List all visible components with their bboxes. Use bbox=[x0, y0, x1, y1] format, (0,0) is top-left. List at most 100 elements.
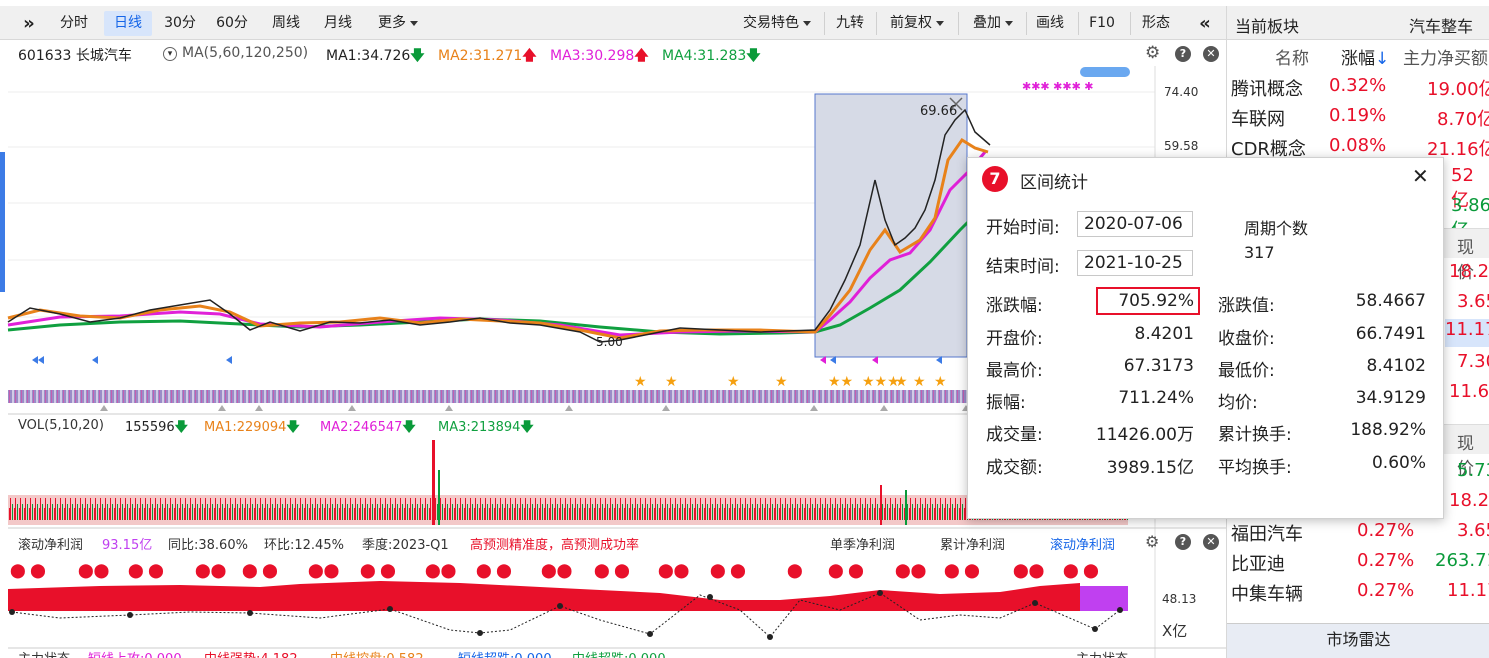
chevron-down-icon bbox=[803, 20, 811, 26]
table-row[interactable]: 比亚迪 0.27% 263.71 bbox=[1227, 547, 1489, 577]
vol-label: VOL(5,10,20) bbox=[18, 418, 104, 433]
table-row[interactable]: 腾讯概念 0.32% 19.00亿 bbox=[1227, 72, 1489, 102]
jiuzhuan-button[interactable]: 九转 bbox=[836, 15, 864, 31]
sort-down-icon: ↓ bbox=[1375, 49, 1390, 69]
row-name: 福田汽车 bbox=[1231, 524, 1303, 545]
close-icon[interactable]: ✕ bbox=[1203, 46, 1219, 62]
selection-close-icon-b bbox=[949, 97, 963, 111]
gear-icon[interactable]: ⚙ bbox=[1145, 532, 1160, 551]
price-cell: 7.30 bbox=[1457, 351, 1489, 372]
help-icon[interactable]: ? bbox=[1175, 46, 1191, 62]
expand-icon[interactable]: » bbox=[23, 13, 35, 34]
tab-daily[interactable]: 日线 bbox=[104, 11, 152, 36]
sector-panel-title: 当前板块 bbox=[1235, 17, 1300, 36]
volume-bars bbox=[8, 440, 1128, 525]
col-change-text: 涨幅 bbox=[1341, 49, 1375, 69]
svg-text:⬤⬤: ⬤⬤ bbox=[195, 563, 226, 579]
stat-label: 振幅: bbox=[986, 393, 1026, 413]
stat-value: 67.3173 bbox=[1123, 356, 1194, 376]
adjust-dropdown[interactable]: 前复权 bbox=[880, 11, 954, 36]
profit-axis-value: 48.13 bbox=[1162, 592, 1197, 606]
stat-value: 3989.15亿 bbox=[1106, 458, 1194, 478]
arrow-down-icon: 🡇 bbox=[746, 48, 761, 64]
stat-label: 最低价: bbox=[1218, 361, 1275, 381]
profit-value: 93.15亿 bbox=[102, 538, 153, 553]
svg-text:⬤ ⬤: ⬤ ⬤ bbox=[10, 563, 46, 579]
signal-bar bbox=[1080, 67, 1130, 77]
ma2-text: MA2:31.271 bbox=[438, 48, 523, 64]
sector-name[interactable]: 汽车整车 bbox=[1409, 17, 1474, 36]
col-change[interactable]: 涨幅↓ bbox=[1341, 44, 1389, 69]
mid-oversold: 中线超跌:0.000 bbox=[572, 648, 666, 658]
svg-text:⬤ ⬤: ⬤ ⬤ bbox=[360, 563, 396, 579]
collapse-icon[interactable]: « bbox=[1199, 13, 1211, 34]
overlay-dropdown[interactable]: 叠加 bbox=[962, 11, 1024, 36]
stat-value: 705.92% bbox=[1118, 291, 1194, 311]
table-row[interactable]: CDR概念 0.08% 21.16亿 bbox=[1227, 132, 1489, 162]
close-icon[interactable]: ✕ bbox=[1412, 164, 1429, 188]
market-radar-header[interactable]: 市场雷达 bbox=[1227, 623, 1489, 658]
svg-text:⬤⬤: ⬤⬤ bbox=[541, 563, 572, 579]
ma4-value: MA4:31.283🡇 bbox=[662, 45, 761, 69]
svg-text:⬤ ⬤: ⬤ ⬤ bbox=[828, 563, 864, 579]
tab-rolling[interactable]: 滚动净利润 bbox=[1050, 538, 1116, 553]
row-name: 车联网 bbox=[1231, 109, 1285, 130]
draw-line-button[interactable]: 画线 bbox=[1036, 15, 1064, 31]
svg-text:⬤⬤: ⬤⬤ bbox=[78, 563, 109, 579]
arrow-down-icon: 🡇 bbox=[410, 48, 425, 64]
vol-ma3: MA3:213894🡇 bbox=[438, 418, 534, 440]
row-price: 263.71 bbox=[1435, 550, 1489, 571]
arrow-down-icon: 🡇 bbox=[402, 420, 416, 435]
chevron-down-icon bbox=[936, 20, 944, 26]
bottom-strip: 主力状态 短线上攻:0.000 中线强势:4.182 中线控盘:0.582 短线… bbox=[0, 648, 1226, 658]
price-cell: 5.73 bbox=[1457, 460, 1489, 481]
chart-toolbar: » 分时 日线 30分 60分 周线 月线 更多 交易特色 九转 前复权 叠加 … bbox=[0, 6, 1226, 40]
stat-value: 58.4667 bbox=[1355, 291, 1426, 311]
pattern-button[interactable]: 形态 bbox=[1142, 15, 1170, 31]
close-icon[interactable]: ✕ bbox=[1203, 534, 1219, 550]
gear-icon[interactable]: ⚙ bbox=[1145, 43, 1161, 63]
tab-fenshi[interactable]: 分时 bbox=[60, 15, 88, 31]
tab-monthly[interactable]: 月线 bbox=[324, 15, 352, 31]
svg-text:⬤⬤: ⬤⬤ bbox=[658, 563, 689, 579]
selection-region[interactable] bbox=[814, 93, 968, 358]
row-name: 腾讯概念 bbox=[1231, 79, 1303, 100]
svg-text:⬤ ⬤: ⬤ ⬤ bbox=[944, 563, 980, 579]
more-dropdown[interactable]: 更多 bbox=[368, 11, 428, 36]
help-icon[interactable]: ? bbox=[1175, 534, 1191, 550]
ma1-value: MA1:34.726🡇 bbox=[326, 45, 425, 69]
start-time-field[interactable]: 2020-07-06 bbox=[1077, 211, 1193, 237]
profit-axis-unit: X亿 bbox=[1162, 622, 1188, 640]
ma-legend-row: 601633 长城汽车 ▾ MA(5,60,120,250) MA1:34.72… bbox=[0, 40, 1226, 66]
table-row[interactable]: 中集车辆 0.27% 11.17 bbox=[1227, 577, 1489, 607]
col-price[interactable]: 现价 bbox=[1457, 238, 1474, 283]
tab-cumulative[interactable]: 累计净利润 bbox=[940, 538, 1006, 553]
divider bbox=[824, 12, 825, 35]
stat-label: 收盘价: bbox=[1218, 329, 1275, 349]
f10-button[interactable]: F10 bbox=[1089, 15, 1115, 31]
arrow-up-icon: 🡅 bbox=[634, 48, 649, 64]
table-row[interactable]: 车联网 0.19% 8.70亿 bbox=[1227, 102, 1489, 132]
tab-30min[interactable]: 30分 bbox=[164, 15, 196, 31]
col-price-2[interactable]: 现价 bbox=[1457, 434, 1474, 479]
ma-settings-icon[interactable]: ▾ bbox=[163, 47, 177, 61]
svg-text:★★: ★★ bbox=[828, 374, 853, 390]
divider bbox=[1130, 12, 1131, 35]
table-row[interactable]: 福田汽车 0.27% 3.65 bbox=[1227, 517, 1489, 547]
svg-text:⬤ ⬤: ⬤ ⬤ bbox=[594, 563, 630, 579]
stat-label: 开盘价: bbox=[986, 329, 1043, 349]
col-name[interactable]: 名称 bbox=[1275, 49, 1309, 69]
end-time-field[interactable]: 2021-10-25 bbox=[1077, 250, 1193, 276]
kline-chart[interactable]: 69.66 5.00 ✱✱✱ ✱✱✱ ✱ ★ ★ ★ ★ ★★ ★★★ ★ ★ ★ bbox=[0, 40, 1226, 658]
trade-feature-dropdown[interactable]: 交易特色 bbox=[734, 11, 820, 36]
tab-single-quarter[interactable]: 单季净利润 bbox=[830, 538, 896, 553]
tab-weekly[interactable]: 周线 bbox=[272, 15, 300, 31]
stat-value: 11426.00万 bbox=[1095, 425, 1194, 445]
stat-value: 0.60% bbox=[1371, 453, 1426, 473]
tab-60min[interactable]: 60分 bbox=[216, 15, 248, 31]
row-price: 11.17 bbox=[1447, 580, 1489, 601]
adjust-label: 前复权 bbox=[890, 15, 932, 31]
col-flow[interactable]: 主力净买额 bbox=[1403, 49, 1488, 69]
ma4-text: MA4:31.283 bbox=[662, 48, 747, 64]
svg-text:★: ★ bbox=[895, 374, 908, 390]
